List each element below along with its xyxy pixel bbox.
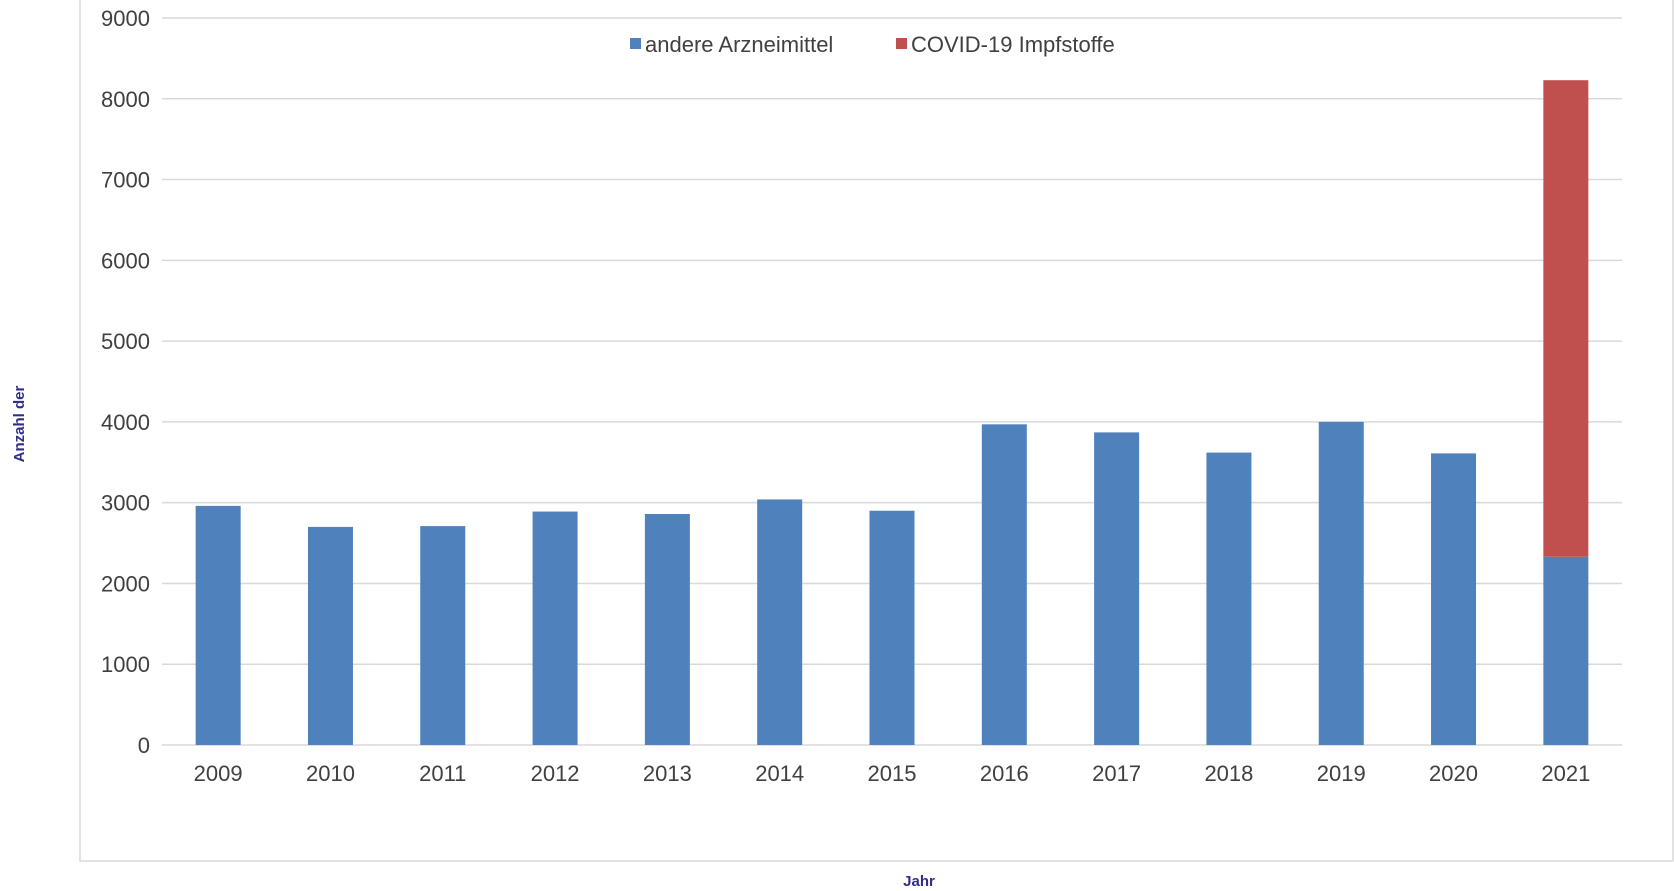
y-tick-label-1000: 1000 — [101, 652, 150, 677]
bar-2013-series-0 — [644, 513, 690, 745]
legend-label-covid-19-impfstoffe: COVID-19 Impfstoffe — [911, 32, 1115, 57]
legend-swatch-andere-arzneimittel — [630, 38, 641, 49]
x-tick-label-2016: 2016 — [980, 761, 1029, 786]
bar-2021-series-1 — [1543, 80, 1589, 557]
legend: andere Arzneimittel COVID-19 Impfstoffe — [630, 32, 1115, 57]
bar-2011-series-0 — [420, 526, 466, 745]
x-tick-label-2009: 2009 — [194, 761, 243, 786]
x-tick-label-2010: 2010 — [306, 761, 355, 786]
x-tick-label-2017: 2017 — [1092, 761, 1141, 786]
y-tick-label-9000: 9000 — [101, 6, 150, 31]
bar-2012-series-0 — [532, 511, 578, 745]
y-tick-label-5000: 5000 — [101, 329, 150, 354]
legend-label-andere-arzneimittel: andere Arzneimittel — [645, 32, 833, 57]
x-tick-label-2013: 2013 — [643, 761, 692, 786]
bar-2021-series-0 — [1543, 556, 1589, 745]
bar-2009-series-0 — [195, 505, 241, 745]
bar-2020-series-0 — [1431, 453, 1477, 745]
y-axis-title: Anzahl der — [11, 386, 28, 463]
x-tick-label-2021: 2021 — [1541, 761, 1590, 786]
y-tick-label-3000: 3000 — [101, 491, 150, 516]
gridlines — [162, 17, 1622, 746]
bar-2010-series-0 — [307, 526, 353, 745]
y-tick-label-4000: 4000 — [101, 410, 150, 435]
x-tick-label-2019: 2019 — [1317, 761, 1366, 786]
x-axis-title: Jahr — [903, 873, 935, 890]
bars — [195, 80, 1589, 745]
bar-2019-series-0 — [1318, 421, 1364, 745]
bar-2017-series-0 — [1094, 432, 1140, 745]
y-tick-label-8000: 8000 — [101, 87, 150, 112]
x-tick-label-2015: 2015 — [868, 761, 917, 786]
plot-frame — [79, 0, 1674, 862]
bar-2016-series-0 — [981, 424, 1027, 745]
y-tick-label-0: 0 — [138, 733, 150, 758]
x-tick-label-2018: 2018 — [1204, 761, 1253, 786]
x-tick-label-2011: 2011 — [419, 761, 466, 786]
y-tick-label-2000: 2000 — [101, 571, 150, 596]
bar-2015-series-0 — [869, 510, 915, 745]
bar-2014-series-0 — [757, 499, 803, 745]
y-tick-label-6000: 6000 — [101, 248, 150, 273]
x-axis-ticks: 2009 2010 2011 2012 2013 2014 2015 2016 2017 2018… — [194, 761, 1591, 786]
bar-2018-series-0 — [1206, 452, 1252, 745]
y-tick-label-7000: 7000 — [101, 168, 150, 193]
x-tick-label-2014: 2014 — [755, 761, 804, 786]
x-tick-label-2020: 2020 — [1429, 761, 1478, 786]
legend-swatch-covid-19-impfstoffe — [896, 38, 907, 49]
y-axis-ticks: 0 1000 2000 3000 4000 5000 6000 7000 8000 9000 — [101, 6, 150, 758]
x-tick-label-2012: 2012 — [531, 761, 580, 786]
